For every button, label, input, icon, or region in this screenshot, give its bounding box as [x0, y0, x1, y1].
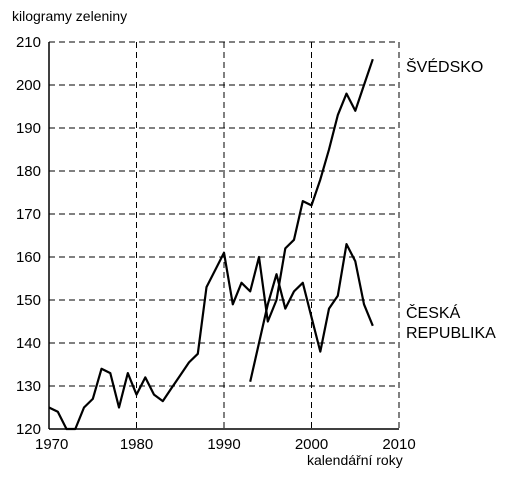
y-tick-label-130: 130 [16, 378, 41, 395]
x-tick-label-1980: 1980 [120, 436, 153, 453]
x-tick-label-1990: 1990 [207, 436, 240, 453]
series-line-0 [48, 58, 374, 431]
y-axis-title: kilogramy zeleniny [12, 8, 127, 24]
y-tick-label-170: 170 [16, 206, 41, 223]
y-tick-label-120: 120 [16, 421, 41, 438]
series-label-1-1: REPUBLIKA [406, 325, 496, 342]
x-axis-title: kalendářní roky [307, 452, 403, 468]
series-lines [48, 58, 374, 431]
series-line-1 [249, 243, 374, 382]
y-tick-label-140: 140 [16, 335, 41, 352]
axes [48, 42, 399, 430]
series-labels: ŠVÉDSKO ČESKÁ REPUBLIKA [406, 57, 496, 342]
y-tick-label-210: 210 [16, 34, 41, 51]
x-tick-label-2000: 2000 [295, 436, 328, 453]
y-tick-label-190: 190 [16, 120, 41, 137]
series-label-1-0: ČESKÁ [406, 303, 461, 322]
tick-labels: 120 130 140 150 160 170 180 190 200 210 1970 1980 19… [16, 34, 416, 453]
y-tick-label-160: 160 [16, 249, 41, 266]
y-tick-label-150: 150 [16, 292, 41, 309]
y-tick-label-180: 180 [16, 163, 41, 180]
y-tick-label-200: 200 [16, 77, 41, 94]
series-label-0-0: ŠVÉDSKO [406, 57, 483, 76]
x-tick-label-2010: 2010 [382, 436, 415, 453]
x-tick-label-1970: 1970 [35, 436, 68, 453]
